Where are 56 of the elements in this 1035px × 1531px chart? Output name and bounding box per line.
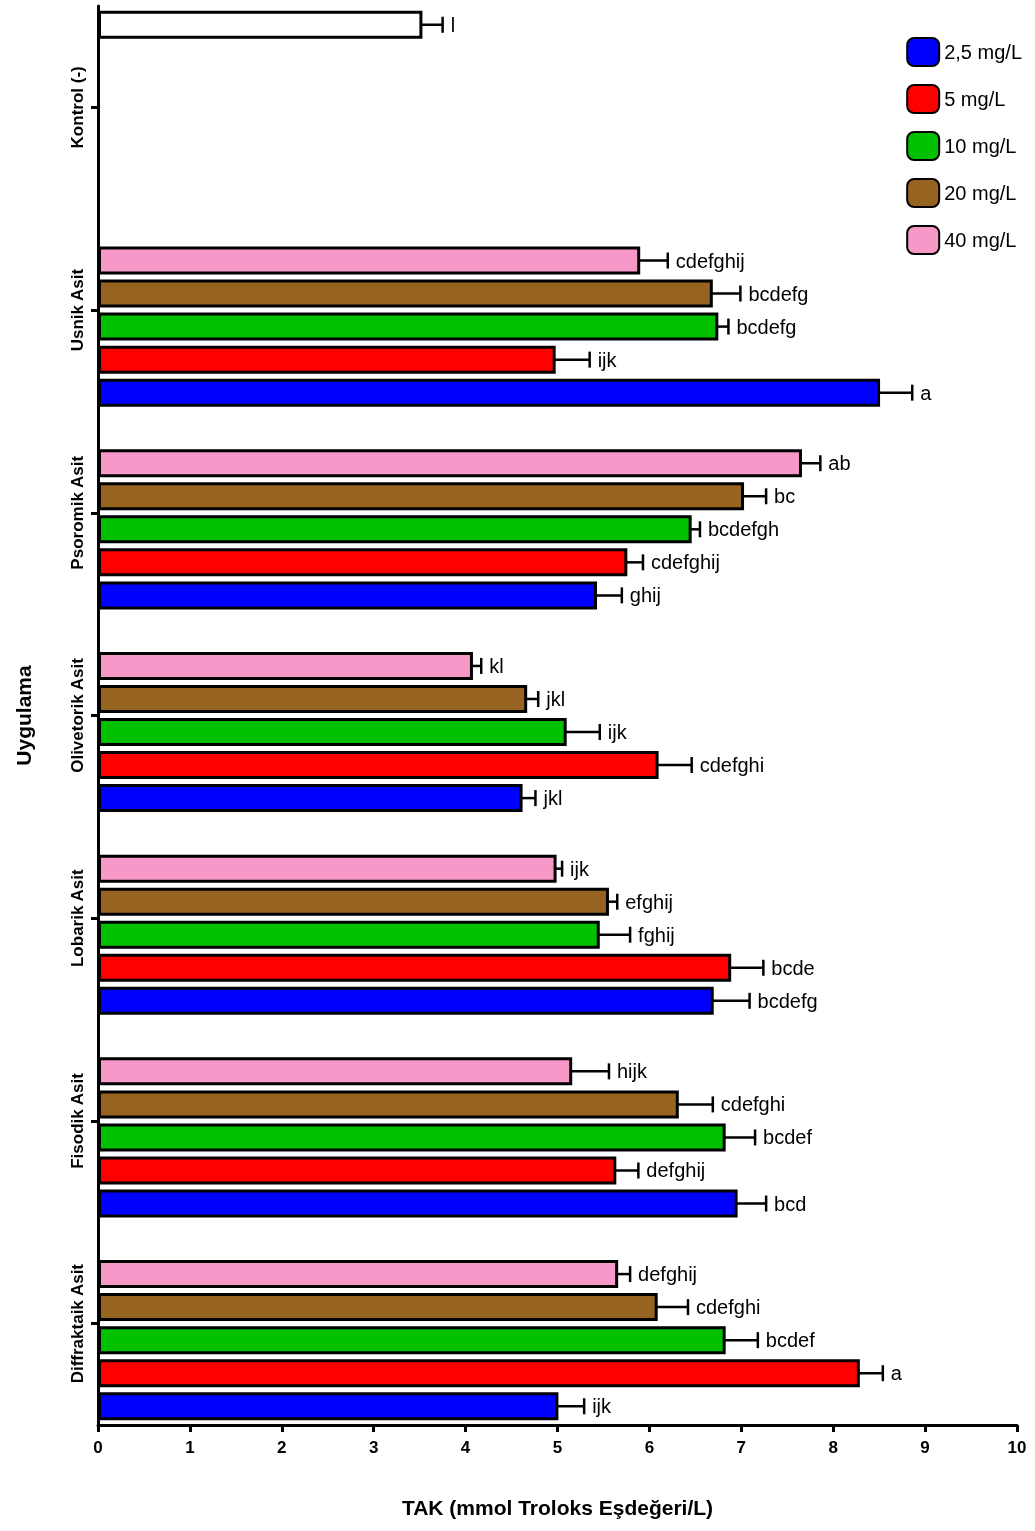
x-tick-label: 2 (277, 1438, 287, 1457)
y-tick-label: Diffraktaik Asit (68, 1263, 87, 1384)
data-label: bcde (771, 956, 815, 979)
x-tick-label: 6 (644, 1438, 655, 1457)
data-label: ijk (592, 1395, 613, 1418)
x-tick-label: 10 (1007, 1438, 1027, 1457)
legend-label: 5 mg/L (944, 88, 1006, 110)
data-label: fghij (638, 923, 675, 946)
data-label: bcdefg (757, 989, 818, 1012)
data-label: cdefghij (675, 249, 745, 272)
x-tick-label: 4 (460, 1438, 471, 1457)
legend-label: 10 mg/L (944, 135, 1017, 157)
data-label: ghij (629, 584, 661, 607)
data-label: kl (489, 654, 504, 677)
data-label: bcdefgh (707, 518, 780, 541)
data-label: bc (774, 485, 796, 508)
x-tick-label: 1 (185, 1438, 195, 1457)
data-label: ab (828, 452, 851, 475)
y-tick-label: Lobarik Asit (68, 869, 87, 968)
x-tick-label: 3 (368, 1438, 379, 1457)
data-label: cdefghi (699, 754, 765, 777)
data-label: hijk (616, 1060, 648, 1083)
data-label: bcdef (765, 1329, 816, 1352)
y-tick-label: Kontrol (-) (68, 66, 87, 149)
data-label: l (450, 13, 456, 36)
y-tick-label: Usnik Asit (68, 268, 87, 352)
data-label: a (890, 1362, 903, 1385)
data-label: bcdefg (736, 315, 797, 338)
data-label: a (920, 381, 933, 404)
data-label: cdefghij (650, 551, 720, 574)
x-tick-label: 5 (552, 1438, 563, 1457)
data-label: ijk (570, 857, 590, 880)
data-label: defghij (646, 1159, 706, 1182)
legend-label: 20 mg/L (944, 182, 1017, 204)
x-tick-label: 7 (736, 1438, 747, 1457)
data-label: efghij (625, 890, 674, 913)
x-tick-label: 9 (920, 1438, 930, 1457)
data-label: defghij (638, 1263, 698, 1286)
legend-label: 40 mg/L (944, 229, 1017, 251)
data-label: ijk (597, 348, 618, 371)
y-tick-label: Olivetorik Asit (68, 657, 87, 773)
data-label: bcdef (763, 1126, 813, 1149)
y-axis-title: Uygulama (12, 665, 35, 766)
x-tick-label: 0 (93, 1438, 103, 1457)
y-tick-label: Fisodik Asit (68, 1072, 87, 1169)
data-label: cdefghi (696, 1296, 761, 1319)
data-label: ijk (607, 721, 628, 744)
x-tick-label: 8 (828, 1438, 838, 1457)
x-axis-title: TAK (mmol Troloks Eşdeğeri/L) (401, 1496, 714, 1519)
data-label: bcd (774, 1192, 807, 1215)
data-label: jkl (542, 787, 563, 810)
data-label: cdefghi (720, 1093, 786, 1116)
legend-label: 2,5 mg/L (944, 41, 1023, 63)
y-tick-label: Psoromik Asit (68, 455, 87, 570)
data-label: jkl (545, 687, 566, 710)
data-label: bcdefg (748, 282, 809, 305)
